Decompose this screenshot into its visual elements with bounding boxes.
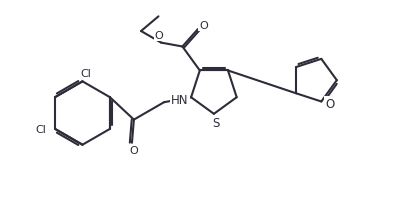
Text: O: O <box>325 97 334 110</box>
Text: S: S <box>212 116 220 129</box>
Text: O: O <box>155 31 163 41</box>
Text: O: O <box>199 21 208 31</box>
Text: O: O <box>130 145 138 155</box>
Text: Cl: Cl <box>35 124 46 134</box>
Text: HN: HN <box>171 93 189 106</box>
Text: Cl: Cl <box>80 68 91 78</box>
